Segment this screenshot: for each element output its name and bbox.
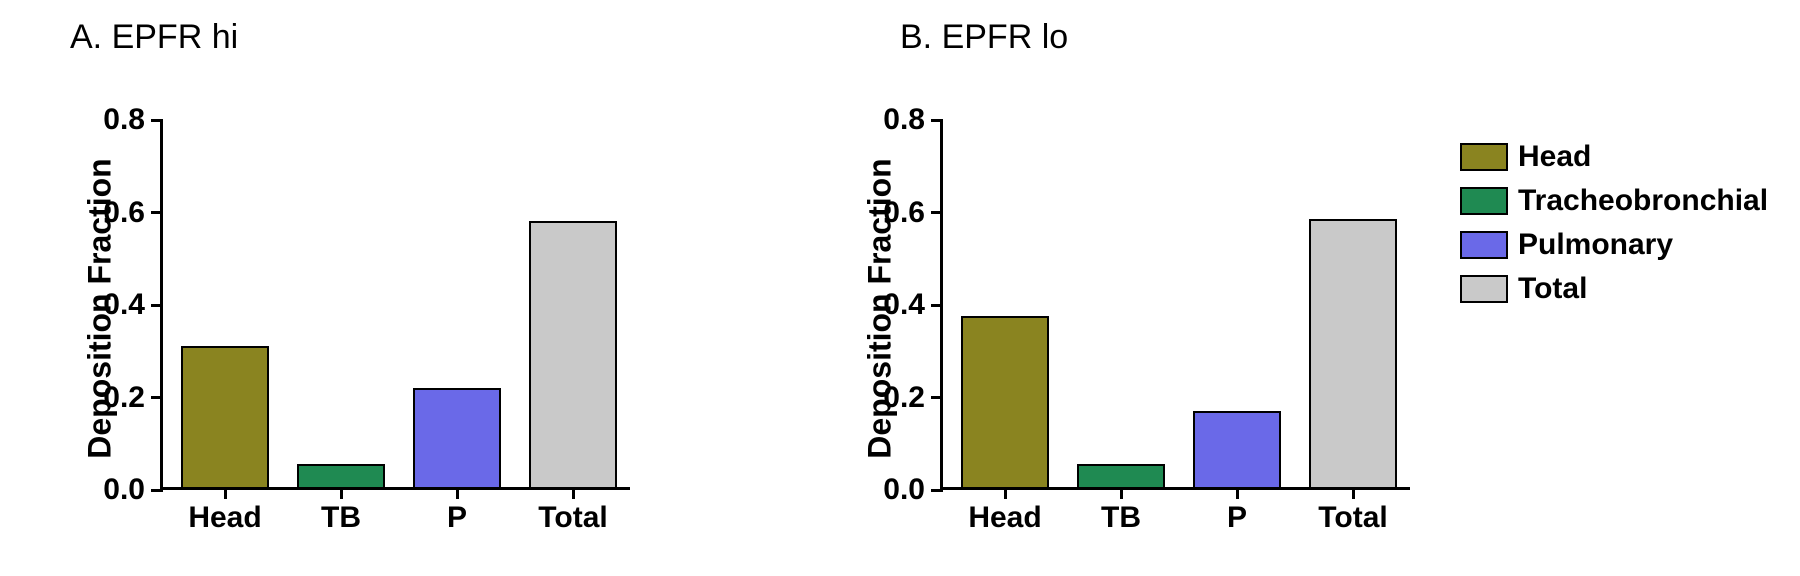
panel-b-plot-area: 0.00.20.40.60.8HeadTBPTotal [940,120,1410,490]
bar-p [413,388,501,487]
y-tick-label: 0.8 [883,103,943,137]
panel-b-chart: Deposition Fraction 0.00.20.40.60.8HeadT… [820,120,1440,550]
legend-item-head: Head [1460,140,1768,174]
bar-head [961,316,1049,487]
legend-item-pulmonary: Pulmonary [1460,228,1768,262]
y-tick-label: 0.6 [883,196,943,230]
bar-tb [297,464,385,487]
y-tick-label: 0.0 [883,473,943,507]
legend-swatch [1460,187,1508,215]
y-tick-label: 0.6 [103,196,163,230]
legend-label: Total [1518,272,1587,306]
x-tick-label: Head [968,487,1041,535]
legend-label: Tracheobronchial [1518,184,1768,218]
bar-tb [1077,464,1165,487]
legend-swatch [1460,143,1508,171]
figure-root: A. EPFR hi B. EPFR lo Deposition Fractio… [0,0,1800,576]
y-tick-label: 0.4 [883,288,943,322]
x-tick-label: P [1227,487,1247,535]
legend-item-total: Total [1460,272,1768,306]
x-tick-label: Total [1318,487,1387,535]
y-tick-label: 0.8 [103,103,163,137]
bar-total [529,221,617,487]
legend-swatch [1460,275,1508,303]
x-tick-label: TB [1101,487,1141,535]
x-tick-label: TB [321,487,361,535]
bar-p [1193,411,1281,487]
legend-label: Pulmonary [1518,228,1673,262]
y-tick-label: 0.4 [103,288,163,322]
bar-total [1309,219,1397,487]
panel-b-title: B. EPFR lo [900,18,1068,57]
legend-label: Head [1518,140,1591,174]
y-tick-label: 0.0 [103,473,163,507]
x-tick-label: Total [538,487,607,535]
panel-a-plot-area: 0.00.20.40.60.8HeadTBPTotal [160,120,630,490]
legend: Head Tracheobronchial Pulmonary Total [1460,140,1768,316]
y-tick-label: 0.2 [103,381,163,415]
x-tick-label: P [447,487,467,535]
y-tick-label: 0.2 [883,381,943,415]
legend-swatch [1460,231,1508,259]
panel-a-chart: Deposition Fraction 0.00.20.40.60.8HeadT… [40,120,660,550]
x-tick-label: Head [188,487,261,535]
bar-head [181,346,269,487]
legend-item-tracheobronchial: Tracheobronchial [1460,184,1768,218]
panel-a-title: A. EPFR hi [70,18,238,57]
